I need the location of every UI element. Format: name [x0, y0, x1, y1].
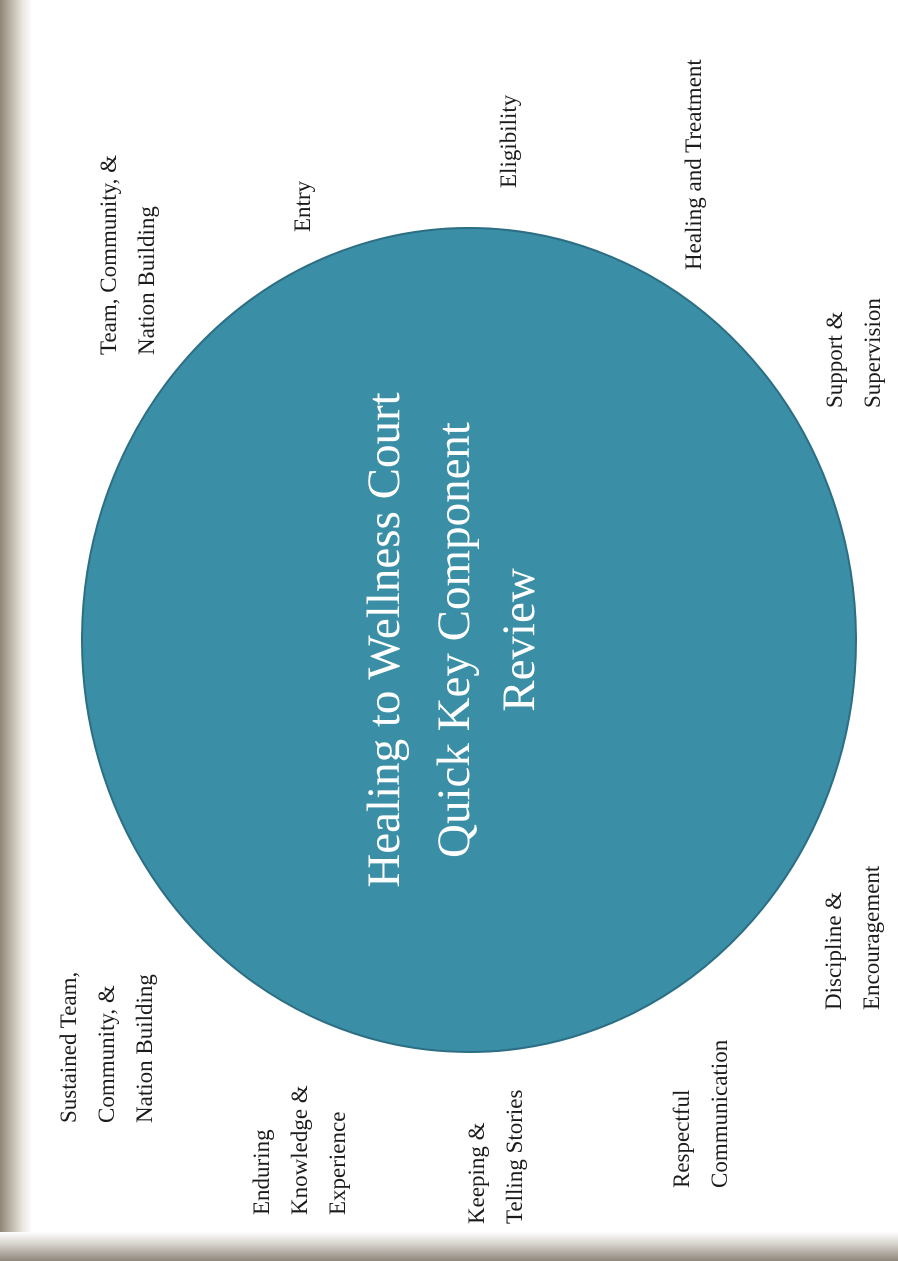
center-circle	[81, 227, 857, 1053]
label-respectful-communication: Respectful Communication	[663, 1040, 739, 1188]
label-support-line-2: Supervision	[860, 298, 885, 408]
label-enduring-line-2: Knowledge &	[287, 1085, 312, 1215]
label-sustained-line-2: Community, &	[94, 985, 119, 1123]
photo-background-left-edge	[0, 0, 32, 1261]
label-team-community-line-1: Team, Community, &	[96, 154, 121, 355]
label-discipline-encouragement: Discipline & Encouragement	[815, 866, 891, 1010]
label-respectful-line-1: Respectful	[669, 1089, 694, 1188]
label-eligibility: Eligibility	[490, 95, 528, 188]
label-keeping-line-1: Keeping &	[464, 1122, 489, 1224]
label-healing-and-treatment: Healing and Treatment	[675, 59, 713, 270]
label-sustained-team-community-nation-building: Sustained Team, Community, & Nation Buil…	[50, 972, 164, 1123]
label-enduring-line-3: Experience	[325, 1111, 350, 1215]
label-support-supervision: Support & Supervision	[816, 298, 892, 408]
label-keeping-telling-stories: Keeping & Telling Stories	[458, 1090, 534, 1224]
label-eligibility-line-1: Eligibility	[496, 94, 521, 188]
label-discipline-line-1: Discipline &	[821, 891, 846, 1010]
center-title-line-3: Review	[493, 568, 545, 712]
center-title-line-2: Quick Key Component	[428, 422, 480, 858]
label-discipline-line-2: Encouragement	[859, 865, 884, 1010]
photo-background-bottom-edge	[0, 1232, 898, 1261]
label-sustained-line-1: Sustained Team,	[56, 971, 81, 1123]
label-enduring-knowledge-experience: Enduring Knowledge & Experience	[243, 1085, 357, 1215]
label-respectful-line-2: Communication	[707, 1039, 732, 1188]
label-team-community-nation-building: Team, Community, & Nation Building	[90, 155, 166, 355]
label-keeping-line-2: Telling Stories	[502, 1089, 527, 1224]
label-entry: Entry	[284, 181, 322, 232]
label-entry-line-1: Entry	[290, 180, 315, 232]
label-team-community-line-2: Nation Building	[134, 206, 159, 355]
label-enduring-line-1: Enduring	[249, 1129, 274, 1215]
label-healing-treatment-line-1: Healing and Treatment	[681, 59, 706, 270]
label-sustained-line-3: Nation Building	[132, 974, 157, 1123]
label-support-line-1: Support &	[822, 311, 847, 408]
center-title-line-1: Healing to Wellness Court	[358, 392, 410, 887]
center-title: Healing to Wellness Court Quick Key Comp…	[358, 392, 545, 887]
